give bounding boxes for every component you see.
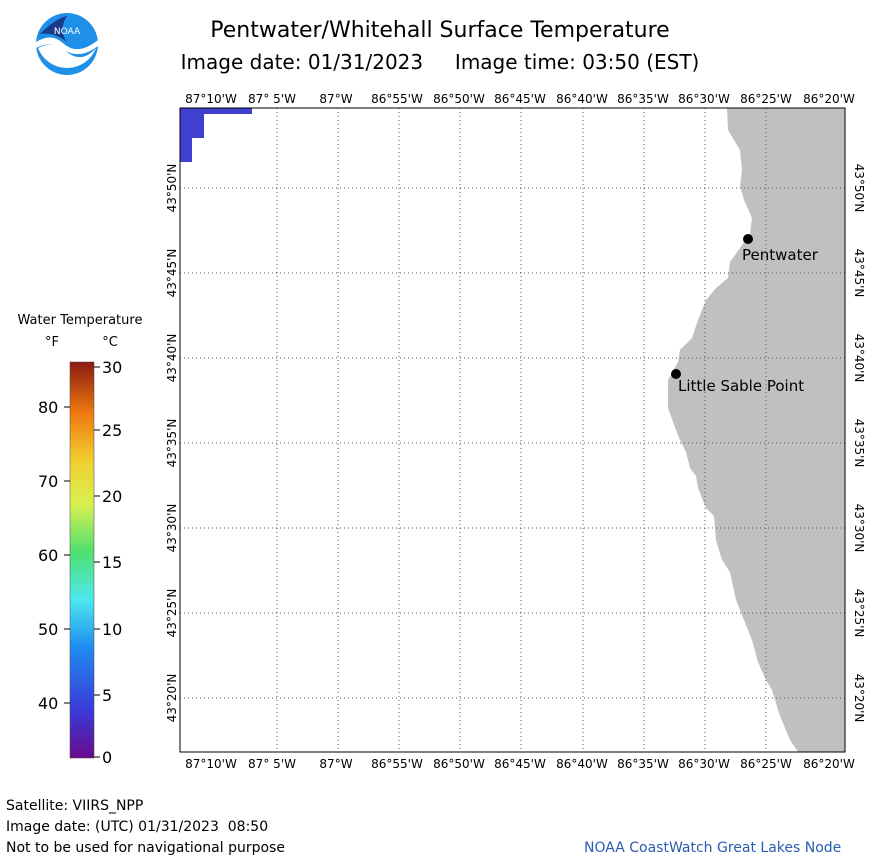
pentwater-label: Pentwater xyxy=(742,246,819,264)
legend-c-tick: 10 xyxy=(102,620,122,639)
lat-lon-grid xyxy=(180,108,845,752)
legend-unit-c: °C xyxy=(102,335,118,350)
lon-label: 87°10'W xyxy=(185,92,237,106)
lat-label: 43°35'N xyxy=(165,419,179,468)
image-date-value: 01/31/2023 xyxy=(307,50,424,74)
legend-f-tick: 50 xyxy=(38,620,58,639)
lat-label: 43°45'N xyxy=(852,249,866,298)
legend-f-tick: 80 xyxy=(38,398,58,417)
lon-label: 86°45'W xyxy=(494,757,546,771)
image-time-label: Image time: xyxy=(454,50,576,74)
lon-label: 86°50'W xyxy=(433,92,485,106)
lon-label: 86°20'W xyxy=(803,92,855,106)
legend-f-labels: 80 70 60 50 40 xyxy=(38,398,58,713)
legend-c-tick: 0 xyxy=(102,748,112,767)
right-latitude-labels: 43°50'N 43°45'N 43°40'N 43°35'N 43°30'N … xyxy=(852,164,866,723)
lat-label: 43°40'N xyxy=(165,334,179,383)
legend-f-tick: 40 xyxy=(38,694,58,713)
cold-water-patch xyxy=(180,108,252,162)
legend-c-tick: 25 xyxy=(102,421,122,440)
lon-label: 87° 5'W xyxy=(248,92,296,106)
lon-label: 87°10'W xyxy=(185,757,237,771)
legend-c-tick: 20 xyxy=(102,487,122,506)
map-frame xyxy=(179,107,846,753)
michigan-shoreline-land xyxy=(668,108,845,752)
lon-label: 86°25'W xyxy=(740,757,792,771)
lat-label: 43°25'N xyxy=(852,589,866,638)
lon-label: 87°W xyxy=(319,757,352,771)
pentwater-marker xyxy=(743,234,753,244)
image-date-label: Image date: xyxy=(180,50,302,74)
legend-c-tick: 5 xyxy=(102,686,112,705)
lon-label: 86°40'W xyxy=(556,757,608,771)
noaa-logo: NOAA xyxy=(36,13,98,75)
utc-image-date: Image date: (UTC) 01/31/2023 08:50 xyxy=(6,819,269,835)
lat-label: 43°20'N xyxy=(165,674,179,723)
legend-c-labels: 30 25 20 15 10 5 0 xyxy=(102,358,122,767)
bottom-longitude-labels: 87°10'W 87° 5'W 87°W 86°55'W 86°50'W 86°… xyxy=(185,757,855,771)
image-time-value: 03:50 (EST) xyxy=(582,50,700,74)
lat-label: 43°25'N xyxy=(165,589,179,638)
legend-title: Water Temperature xyxy=(18,313,143,328)
map-canvas: Pentwater Little Sable Point 87°10'W 87°… xyxy=(18,92,866,771)
legend-colorbar xyxy=(69,361,95,759)
lon-label: 86°30'W xyxy=(678,92,730,106)
navigation-disclaimer: Not to be used for navigational purpose xyxy=(6,840,285,856)
image-date-time: Image date: 01/31/2023 Image time: 03:50… xyxy=(120,50,760,74)
legend-ticks xyxy=(64,366,100,758)
lat-label: 43°30'N xyxy=(165,504,179,553)
lon-label: 86°55'W xyxy=(371,757,423,771)
lat-label: 43°50'N xyxy=(165,164,179,213)
satellite-info: Satellite: VIIRS_NPP xyxy=(6,798,144,814)
lon-label: 87°W xyxy=(319,92,352,106)
lon-label: 86°50'W xyxy=(433,757,485,771)
lat-label: 43°45'N xyxy=(165,249,179,298)
coastwatch-credit: NOAA CoastWatch Great Lakes Node xyxy=(584,840,842,856)
lon-label: 86°20'W xyxy=(803,757,855,771)
little-sable-point-marker xyxy=(671,369,681,379)
top-longitude-labels: 87°10'W 87° 5'W 87°W 86°55'W 86°50'W 86°… xyxy=(185,92,855,106)
map-title: Pentwater/Whitehall Surface Temperature xyxy=(210,18,670,43)
legend-c-tick: 30 xyxy=(102,358,122,377)
lon-label: 86°25'W xyxy=(740,92,792,106)
lon-label: 86°40'W xyxy=(556,92,608,106)
legend-c-tick: 15 xyxy=(102,553,122,572)
little-sable-point-label: Little Sable Point xyxy=(678,377,804,395)
lat-label: 43°50'N xyxy=(852,164,866,213)
left-latitude-labels: 43°50'N 43°45'N 43°40'N 43°35'N 43°30'N … xyxy=(165,164,179,723)
legend-f-tick: 70 xyxy=(38,472,58,491)
svg-text:NOAA: NOAA xyxy=(54,27,81,37)
lat-label: 43°40'N xyxy=(852,334,866,383)
lon-label: 86°30'W xyxy=(678,757,730,771)
lon-label: 86°35'W xyxy=(617,92,669,106)
lon-label: 86°35'W xyxy=(617,757,669,771)
lon-label: 86°55'W xyxy=(371,92,423,106)
legend-f-tick: 60 xyxy=(38,546,58,565)
lon-label: 87° 5'W xyxy=(248,757,296,771)
lon-label: 86°45'W xyxy=(494,92,546,106)
legend-unit-f: °F xyxy=(45,335,59,350)
lat-label: 43°20'N xyxy=(852,674,866,723)
lat-label: 43°30'N xyxy=(852,504,866,553)
lat-label: 43°35'N xyxy=(852,419,866,468)
